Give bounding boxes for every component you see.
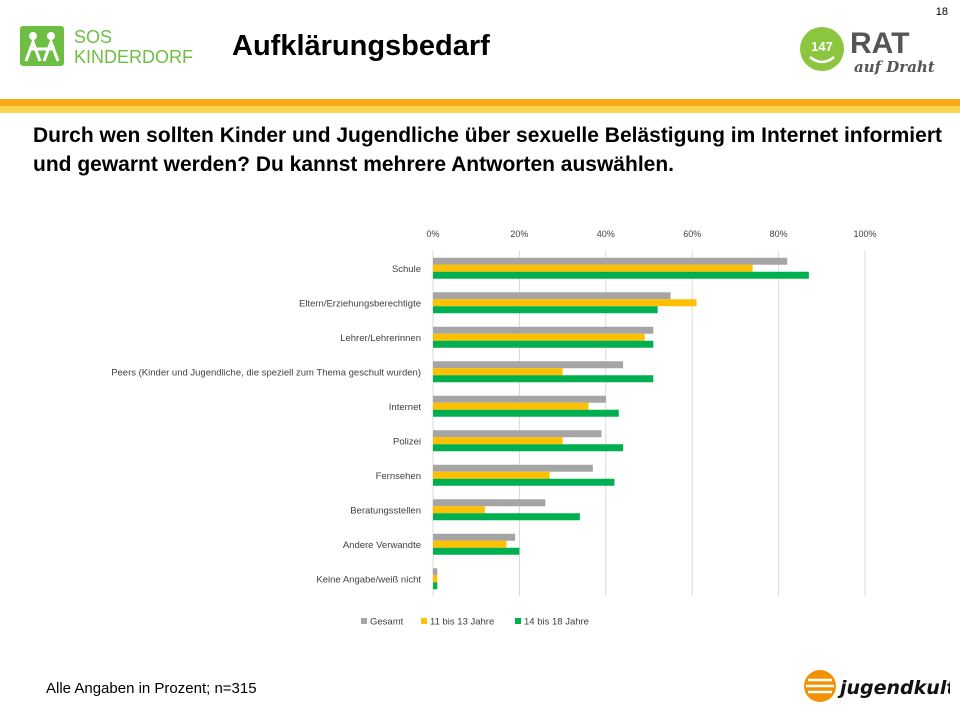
bar-gesamt-4	[433, 395, 606, 403]
bar-11-bis-13-jahre-7	[433, 506, 485, 514]
footnote: Alle Angaben in Prozent; n=315	[46, 680, 257, 697]
category-label-schule: Schule	[392, 264, 421, 275]
category-label-peers-kinder-und-jugendliche-d: Peers (Kinder und Jugendliche, die spezi…	[111, 367, 421, 378]
x-tick-label-1: 20%	[510, 229, 528, 239]
category-label-beratungsstellen: Beratungsstellen	[350, 505, 421, 516]
bar-gesamt-9	[433, 568, 438, 576]
legend-swatch-gesamt	[361, 618, 367, 624]
bar-14-bis-18-jahre-2	[433, 340, 654, 348]
category-label-internet: Internet	[389, 402, 422, 413]
category-label-eltern-erziehungsberechtigte: Eltern/Erziehungsberechtigte	[299, 298, 421, 309]
page-title: Aufklärungsbedarf	[232, 30, 490, 62]
legend-label-11-bis-13-jahre: 11 bis 13 Jahre	[430, 617, 494, 628]
bar-14-bis-18-jahre-9	[433, 582, 438, 590]
bar-gesamt-2	[433, 326, 654, 334]
bar-14-bis-18-jahre-0	[433, 271, 809, 279]
bar-11-bis-13-jahre-4	[433, 402, 589, 410]
bar-11-bis-13-jahre-8	[433, 540, 507, 548]
x-tick-label-0: 0%	[426, 229, 439, 239]
bar-11-bis-13-jahre-5	[433, 437, 563, 445]
bar-gesamt-3	[433, 361, 624, 369]
chart-bars	[433, 257, 809, 590]
bar-11-bis-13-jahre-1	[433, 299, 697, 307]
legend-swatch-14-bis-18-jahre	[515, 618, 521, 624]
bar-14-bis-18-jahre-6	[433, 478, 615, 486]
jugendkultur-logo-stripes	[806, 678, 834, 694]
bar-14-bis-18-jahre-1	[433, 306, 658, 314]
sos-emblem-head-right	[47, 32, 55, 40]
header-band-orange	[0, 99, 960, 106]
category-label-fernsehen: Fernsehen	[376, 471, 421, 482]
bar-11-bis-13-jahre-6	[433, 471, 550, 479]
bar-14-bis-18-jahre-5	[433, 444, 624, 452]
bar-11-bis-13-jahre-9	[433, 575, 438, 583]
sos-logo-line2: KINDERDORF	[74, 47, 193, 66]
x-tick-label-2: 40%	[597, 229, 615, 239]
bar-14-bis-18-jahre-7	[433, 513, 580, 521]
rat-logo-circle	[800, 27, 844, 71]
x-tick-label-5: 100%	[853, 229, 876, 239]
rat-logo-number: 147	[811, 39, 833, 54]
question-text: Durch wen sollten Kinder und Jugendliche…	[33, 124, 942, 176]
category-label-lehrer-lehrerinnen: Lehrer/Lehrerinnen	[340, 333, 421, 344]
chart-legend: Gesamt 11 bis 13 Jahre 14 bis 18 Jahre	[361, 617, 589, 628]
jugendkultur-logo: jugendkultur.at	[804, 670, 950, 702]
sos-emblem-figures	[24, 37, 60, 62]
bar-gesamt-1	[433, 292, 671, 300]
bar-gesamt-7	[433, 499, 546, 507]
bar-14-bis-18-jahre-4	[433, 409, 619, 417]
page-number: 18	[935, 6, 948, 18]
bar-14-bis-18-jahre-3	[433, 375, 654, 383]
rat-auf-draht-logo: 147 RAT auf Draht	[800, 27, 935, 76]
header-band-yellow	[0, 106, 960, 113]
bar-11-bis-13-jahre-2	[433, 333, 645, 341]
chart-x-ticks: 0% 20% 40% 60% 80% 100%	[426, 229, 876, 239]
jugendkultur-logo-text: jugendkultur.at	[837, 677, 950, 699]
sos-logo-line1: SOS	[74, 27, 112, 47]
bar-11-bis-13-jahre-3	[433, 368, 563, 376]
bar-14-bis-18-jahre-8	[433, 547, 520, 555]
category-label-keine-angabe-wei-nicht: Keine Angabe/weiß nicht	[316, 574, 421, 585]
bar-gesamt-6	[433, 464, 593, 472]
legend-label-gesamt: Gesamt	[370, 617, 404, 628]
sos-emblem-head-left	[29, 32, 37, 40]
rat-logo-smile	[809, 56, 835, 64]
x-tick-label-3: 60%	[683, 229, 701, 239]
chart-category-labels: Schule Eltern/Erziehungsberechtigte Lehrer…	[111, 264, 421, 586]
sos-kinderdorf-logo: SOS KINDERDORF	[20, 26, 193, 66]
legend-swatch-11-bis-13-jahre	[421, 618, 427, 624]
bar-gesamt-5	[433, 430, 602, 438]
rat-logo-word: RAT	[850, 27, 909, 60]
rat-logo-tagline: auf Draht	[854, 58, 935, 76]
legend-label-14-bis-18-jahre: 14 bis 18 Jahre	[524, 617, 589, 628]
x-tick-label-4: 80%	[770, 229, 788, 239]
category-label-polizei: Polizei	[393, 436, 421, 447]
bar-gesamt-8	[433, 533, 516, 541]
bar-11-bis-13-jahre-0	[433, 264, 753, 272]
category-label-andere-verwandte: Andere Verwandte	[343, 540, 421, 551]
bar-gesamt-0	[433, 257, 788, 265]
